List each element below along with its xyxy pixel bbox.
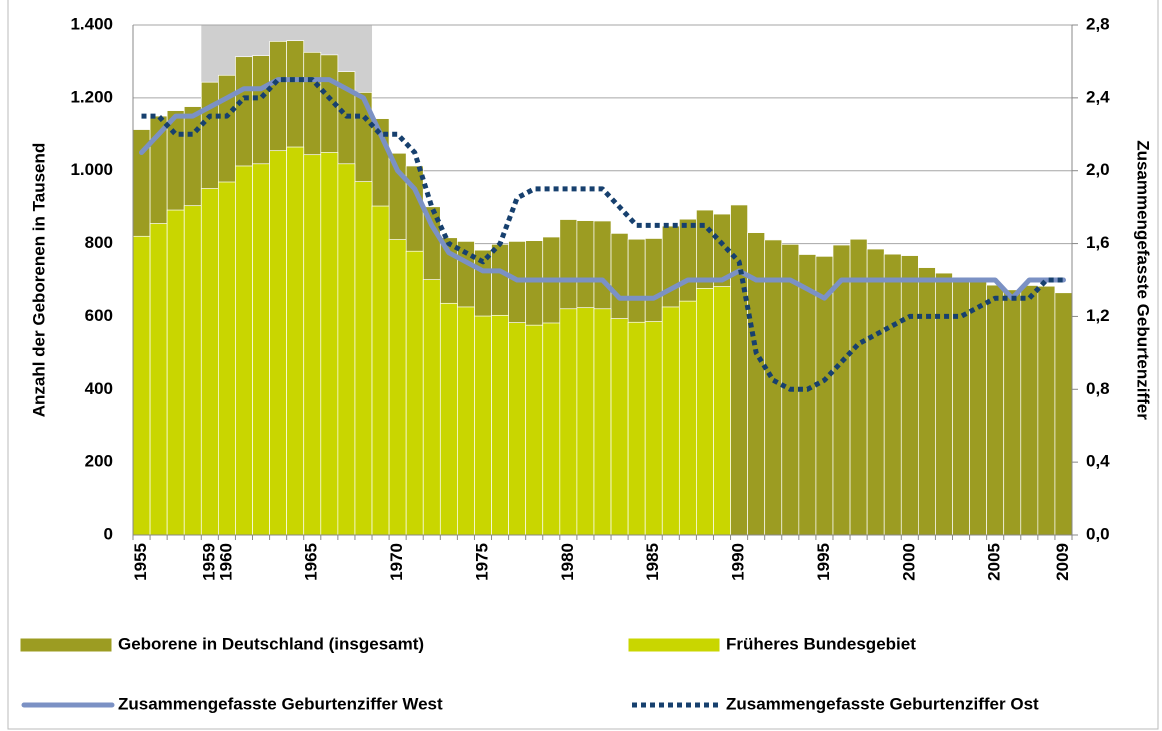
y-tick-label: 800 — [85, 233, 113, 252]
x-tick-label: 2000 — [899, 543, 918, 581]
legend-swatch — [627, 637, 721, 653]
x-tick-label: 1990 — [729, 543, 748, 581]
bar — [405, 250, 424, 536]
bar — [661, 306, 680, 536]
bar — [986, 284, 1005, 536]
bar — [252, 163, 270, 536]
bar — [422, 279, 441, 536]
bar — [627, 321, 646, 536]
bar — [1003, 289, 1022, 536]
bar — [610, 318, 629, 536]
x-tick-label: 2009 — [1053, 543, 1072, 581]
bar — [218, 181, 236, 536]
bar — [457, 306, 475, 536]
bar — [166, 209, 185, 536]
bar — [371, 205, 390, 536]
bar — [1054, 292, 1073, 536]
bar — [883, 253, 902, 536]
bar — [935, 272, 953, 536]
bar — [388, 239, 407, 536]
bar — [900, 255, 919, 536]
bar — [132, 235, 151, 536]
bar — [491, 314, 509, 536]
bar — [439, 302, 458, 536]
bar — [644, 321, 663, 536]
y2-tick-label: 2,0 — [1086, 160, 1110, 179]
bar — [200, 188, 219, 536]
y2-tick-label: 2,4 — [1086, 87, 1110, 106]
legend-label: Zusammengefasste Geburtenziffer West — [118, 694, 443, 713]
bar — [696, 288, 714, 536]
x-tick-label: 2005 — [985, 543, 1004, 581]
bar — [269, 150, 288, 536]
y-tick-label: 1.000 — [70, 160, 113, 179]
bar — [1037, 285, 1056, 536]
y2-axis-title: Zusammengefasste Geburtenziffer — [1134, 140, 1153, 420]
y-tick-label: 600 — [85, 306, 113, 325]
x-tick-label: 1995 — [814, 543, 833, 581]
bar — [320, 152, 339, 536]
bar — [474, 315, 492, 536]
bar — [559, 308, 578, 536]
bar — [969, 277, 987, 536]
y2-tick-label: 0,4 — [1086, 452, 1110, 471]
x-tick-label: 1955 — [131, 543, 150, 581]
y2-tick-label: 0,8 — [1086, 379, 1110, 398]
x-tick-label: 1965 — [302, 543, 321, 581]
bar — [798, 254, 817, 536]
line-series — [139, 77, 1066, 301]
y-axis-title: Anzahl der Geborenen in Tausend — [29, 143, 48, 418]
x-tick-label: 1975 — [472, 543, 491, 581]
y2-tick-label: 0,0 — [1086, 524, 1110, 543]
y-tick-label: 400 — [85, 379, 113, 398]
x-tick-label: 1985 — [643, 543, 662, 581]
y2-tick-label: 2,8 — [1086, 14, 1110, 33]
bar — [917, 267, 936, 536]
x-tick-label: 1960 — [216, 543, 235, 581]
x-tick-label: 1959 — [199, 543, 218, 581]
bar — [286, 146, 305, 536]
y-tick-label: 200 — [85, 452, 113, 471]
y-tick-label: 1.200 — [70, 87, 113, 106]
bar — [866, 248, 885, 536]
bar — [1020, 285, 1039, 536]
legend-label: Geborene in Deutschland (insgesamt) — [118, 634, 424, 653]
bar — [542, 322, 561, 536]
bar — [354, 181, 373, 536]
x-tick-label: 1970 — [387, 543, 406, 581]
bar — [576, 307, 595, 536]
bar — [337, 163, 356, 536]
chart-border — [7, 0, 1159, 730]
y2-tick-label: 1,2 — [1086, 306, 1110, 325]
legend-label: Zusammengefasste Geburtenziffer Ost — [726, 694, 1039, 713]
x-tick-label: 1980 — [558, 543, 577, 581]
bar — [235, 165, 253, 536]
bar — [303, 154, 322, 536]
legend-swatch — [19, 637, 113, 653]
line-series — [141, 77, 1064, 392]
bar — [678, 300, 697, 536]
bar — [593, 308, 612, 536]
bar — [183, 205, 202, 536]
bar — [764, 239, 783, 536]
bar — [508, 322, 527, 536]
bar — [149, 223, 168, 536]
y-tick-label: 1.400 — [70, 14, 113, 33]
bar — [525, 324, 544, 536]
bar — [713, 286, 731, 536]
bar — [849, 238, 868, 536]
y-tick-label: 0 — [104, 524, 113, 543]
legend-label: Früheres Bundesgebiet — [726, 634, 916, 653]
y2-tick-label: 1,6 — [1086, 233, 1110, 252]
